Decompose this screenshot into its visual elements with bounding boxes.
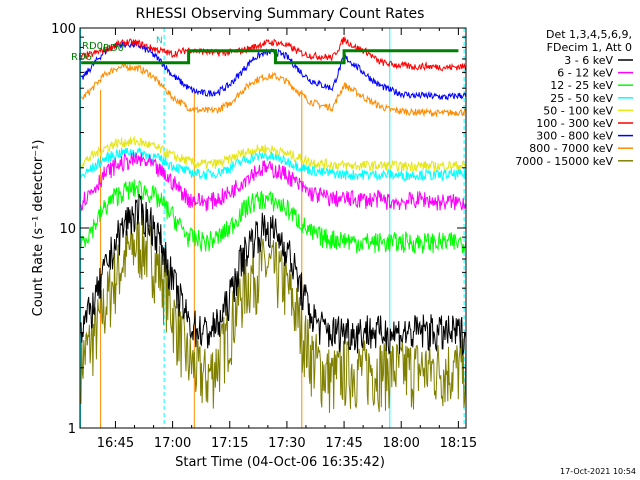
y-tick-label-0: 1 [68,422,76,437]
x-tick-label-0: 16:45 [97,436,134,451]
legend-header-line-1: Det 1,3,4,5,6,9, [546,28,632,41]
timestamp: 17-Oct-2021 10:54 [560,467,636,476]
y-tick-label-2: 100 [51,22,76,37]
x-tick-label-4: 17:45 [325,436,362,451]
series-line-3_6keV [80,193,466,357]
legend-header-line-2: FDecim 1, Att 0 [547,41,632,54]
attenuator-flag-line [81,49,459,65]
series-line-7000_15000keV [80,215,466,413]
ylabel: Count Rate (s⁻¹ detector⁻¹) [31,140,46,317]
legend: Det 1,3,4,5,6,9, FDecim 1, Att 0 3 - 6 k… [515,28,633,168]
y-tick-label-1: 10 [59,222,76,237]
legend-label-3: 25 - 50 keV [550,92,613,105]
plot-area [80,28,466,428]
y-axis: 1 10 100 [51,22,466,437]
legend-label-4: 50 - 100 keV [543,104,613,117]
series-line-6_12keV [80,152,466,212]
series-line-12_25keV [80,179,466,254]
x-tick-label-6: 18:15 [440,436,477,451]
legend-label-1: 6 - 12 keV [557,67,613,80]
annotation-rd0-top: RD0 [103,43,124,54]
series-line-25_50keV [80,147,466,182]
x-tick-label-1: 17:00 [154,436,191,451]
series-line-100_300keV [80,35,466,72]
x-axis: 16:45 17:00 17:15 17:30 17:45 18:00 18:15 [97,28,477,451]
x-tick-label-3: 17:30 [268,436,305,451]
legend-label-7: 800 - 7000 keV [529,142,613,155]
xlabel: Start Time (04-Oct-06 16:35:42) [175,455,385,470]
legend-label-6: 300 - 800 keV [536,130,613,143]
x-tick-label-2: 17:15 [211,436,248,451]
legend-label-0: 3 - 6 keV [564,54,613,67]
series-line-800_7000keV [80,62,466,118]
legend-label-2: 12 - 25 keV [550,79,613,92]
x-tick-label-5: 18:00 [382,436,419,451]
annotation-rd6: RD6 [71,52,92,63]
chart-title: RHESSI Observing Summary Count Rates [136,6,425,22]
annotation-rd0-mid: RD0 [82,41,103,52]
legend-label-8: 7000 - 15000 keV [515,155,613,168]
legend-label-5: 100 - 300 keV [536,117,613,130]
annotation-n-flag: N [156,36,163,46]
